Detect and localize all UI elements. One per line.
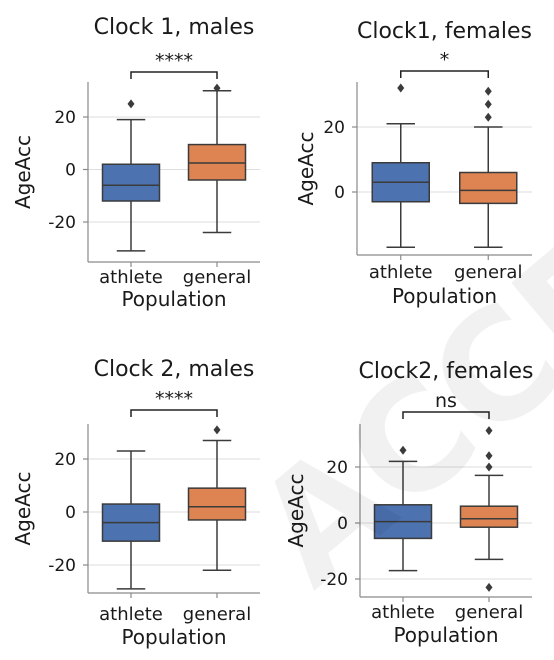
y-tick-label: 20 [323, 118, 345, 138]
chart-title: Clock2, females [358, 359, 533, 384]
chart-title: Clock1, females [357, 19, 532, 44]
y-tick-label: 20 [54, 450, 76, 470]
outlier-point [397, 83, 405, 93]
outlier-point [213, 425, 221, 435]
y-tick-label: -20 [320, 570, 348, 590]
y-tick-label: 20 [54, 108, 76, 128]
significance-bracket [402, 411, 490, 419]
outlier-point [399, 445, 407, 455]
y-tick-label: 20 [326, 458, 348, 478]
outlier-point [485, 426, 493, 436]
box-general [187, 487, 247, 521]
outlier-point [213, 83, 221, 93]
outlier-point [485, 451, 493, 461]
significance-bracket [130, 409, 218, 417]
y-axis-label: AgeAcc [11, 471, 35, 545]
x-axis-label: Population [121, 287, 226, 311]
significance-label: **** [155, 50, 193, 72]
y-axis-label: AgeAcc [11, 135, 35, 209]
significance-label: **** [155, 388, 193, 410]
significance-bracket [400, 70, 489, 78]
outlier-point [484, 86, 492, 96]
x-tick-label: general [455, 602, 523, 623]
x-tick-label: athlete [371, 602, 435, 623]
y-tick-label: 0 [65, 503, 76, 523]
significance-bracket [130, 71, 218, 79]
chart-title: Clock 2, males [94, 357, 255, 382]
outlier-point [485, 462, 493, 472]
x-tick-label: athlete [99, 267, 163, 288]
box-general [459, 505, 519, 528]
x-axis-label: Population [121, 625, 226, 649]
y-axis-label: AgeAcc [284, 473, 308, 547]
y-tick-label: 0 [334, 183, 345, 203]
x-tick-label: athlete [99, 604, 163, 625]
x-tick-label: general [183, 267, 251, 288]
x-tick-label: general [454, 262, 522, 283]
outlier-point [484, 112, 492, 122]
box-general [459, 171, 518, 205]
significance-label: * [440, 49, 450, 71]
x-tick-label: general [183, 604, 251, 625]
box-athlete [101, 163, 161, 202]
significance-label: ns [435, 390, 457, 412]
y-tick-label: 0 [337, 514, 348, 534]
y-tick-label: -20 [48, 556, 76, 576]
outlier-point [127, 99, 135, 109]
outlier-point [484, 99, 492, 109]
y-tick-label: 0 [65, 161, 76, 181]
chart-title: Clock 1, males [94, 15, 255, 40]
y-axis-label: AgeAcc [294, 131, 318, 205]
y-tick-label: -20 [48, 213, 76, 233]
x-tick-label: athlete [369, 262, 433, 283]
outlier-point [485, 582, 493, 592]
x-axis-label: Population [392, 284, 497, 308]
x-axis-label: Population [393, 623, 498, 647]
